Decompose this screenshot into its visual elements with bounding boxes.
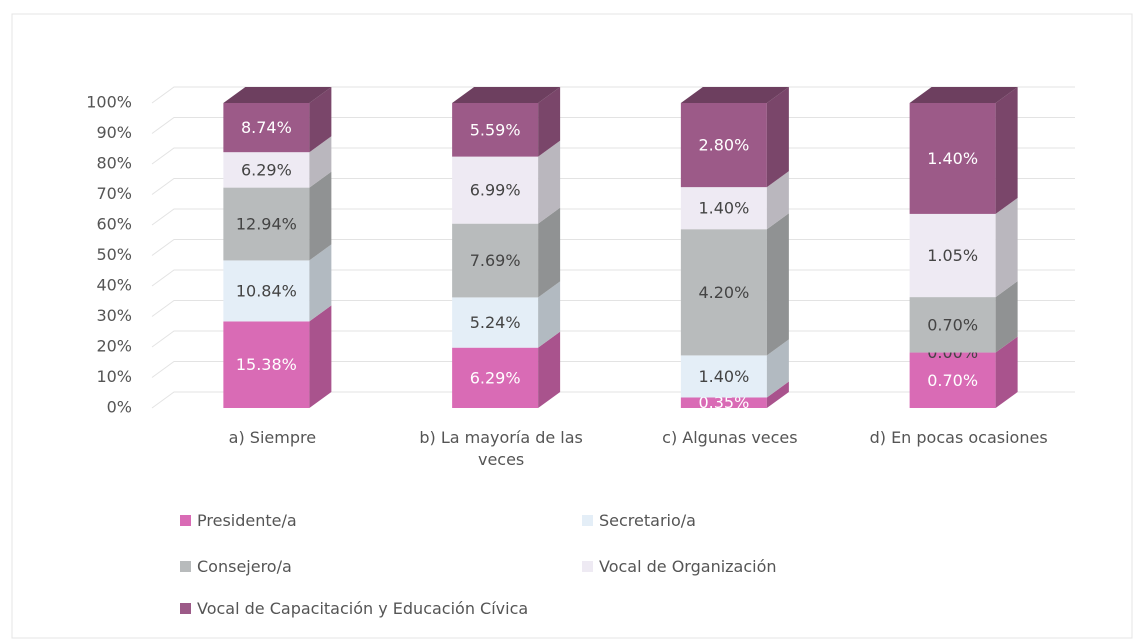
bar-segment [452, 297, 539, 348]
data-label: 2.80% [698, 136, 749, 155]
y-tick-label: 10% [96, 367, 132, 386]
bar-side [766, 213, 789, 356]
data-label: 7.69% [470, 251, 521, 270]
frame [11, 13, 1133, 639]
data-label: 1.05% [927, 246, 978, 265]
legend-entry: Consejero/a [180, 557, 292, 576]
data-label: 6.99% [470, 181, 521, 200]
legend-swatch [180, 561, 191, 572]
bar-segment [680, 355, 767, 398]
y-tick-label: 100% [86, 93, 132, 112]
bar-segment [223, 321, 310, 408]
bar-side [766, 339, 789, 398]
data-label: 6.29% [470, 368, 521, 387]
legend-entry: Presidente/a [180, 511, 297, 530]
bar-segment [223, 187, 310, 261]
legend-entry: Secretario/a [582, 511, 696, 530]
y-tick-label: 90% [96, 123, 132, 142]
data-label: 12.94% [236, 215, 297, 234]
bar-segment [909, 103, 996, 214]
bar-side [995, 197, 1018, 298]
bar-segment [452, 223, 539, 298]
bar-segment [223, 260, 310, 322]
legend-swatch [180, 603, 191, 614]
data-label: 1.40% [927, 149, 978, 168]
bar-side [309, 136, 332, 188]
legend-entry: Vocal de Organización [582, 557, 777, 576]
bar-side [538, 207, 561, 298]
y-tick-label: 40% [96, 276, 132, 295]
x-tick-label: b) La mayoría de las veces [419, 428, 583, 469]
y-tick-label: 0% [107, 398, 132, 417]
legend-swatch [582, 515, 593, 526]
y-tick-label: 60% [96, 215, 132, 234]
bar-side [995, 87, 1018, 214]
data-label: 15.38% [236, 355, 297, 374]
bar-segment [680, 397, 767, 408]
y-tick-label: 30% [96, 306, 132, 325]
bar-side [538, 140, 561, 224]
legend-label: Vocal de Capacitación y Educación Cívica [197, 599, 529, 618]
data-label: 6.29% [241, 160, 292, 179]
bar-side [538, 331, 561, 408]
x-tick-label: a) Siempre [228, 428, 317, 447]
bar-side [309, 171, 332, 261]
y-tick-label: 50% [96, 245, 132, 264]
bar-segment [680, 229, 767, 356]
legend-label: Vocal de Organización [599, 557, 777, 576]
data-label: 10.84% [236, 281, 297, 300]
bar-segment [223, 103, 310, 153]
bar-side [309, 305, 332, 408]
bar-side [309, 244, 332, 322]
bar-top [452, 87, 561, 103]
bar-top [223, 87, 332, 103]
data-label: 1.40% [698, 199, 749, 218]
bar-segment [223, 152, 310, 188]
data-label: 5.24% [470, 313, 521, 332]
bar-segment [452, 156, 539, 224]
bar-segment [909, 213, 996, 298]
bar-segment [452, 103, 539, 157]
legend-swatch [582, 561, 593, 572]
bar-side [995, 281, 1018, 353]
y-tick-label: 70% [96, 184, 132, 203]
bar-side [766, 381, 789, 408]
legend-label: Presidente/a [197, 511, 297, 530]
data-label: 0.70% [927, 371, 978, 390]
bar-top [909, 87, 1018, 103]
bar-side [766, 87, 789, 188]
bar-side [538, 281, 561, 348]
bar-top [680, 87, 789, 103]
bar-segment [680, 103, 767, 188]
bar-side [538, 87, 561, 157]
bar-segment [680, 187, 767, 230]
data-label: 0.70% [927, 315, 978, 334]
data-label: 4.20% [698, 283, 749, 302]
bar-segment [452, 347, 539, 408]
bar-segment [909, 352, 996, 408]
x-tick-label: c) Algunas veces [662, 428, 798, 447]
data-label: 1.40% [698, 367, 749, 386]
y-tick-label: 80% [96, 154, 132, 173]
y-tick-label: 20% [96, 337, 132, 356]
bar-segment [909, 297, 996, 353]
x-tick-label: d) En pocas ocasiones [869, 428, 1048, 447]
data-label: 8.74% [241, 118, 292, 137]
bar-side [766, 171, 789, 230]
data-label: 5.59% [470, 120, 521, 139]
legend-entry: Vocal de Capacitación y Educación Cívica [180, 599, 528, 618]
legend-label: Secretario/a [599, 511, 696, 530]
bar-side [995, 336, 1018, 408]
legend-swatch [180, 515, 191, 526]
data-label: 0.35% [698, 393, 749, 412]
bar-side [309, 87, 332, 153]
legend-label: Consejero/a [197, 557, 292, 576]
